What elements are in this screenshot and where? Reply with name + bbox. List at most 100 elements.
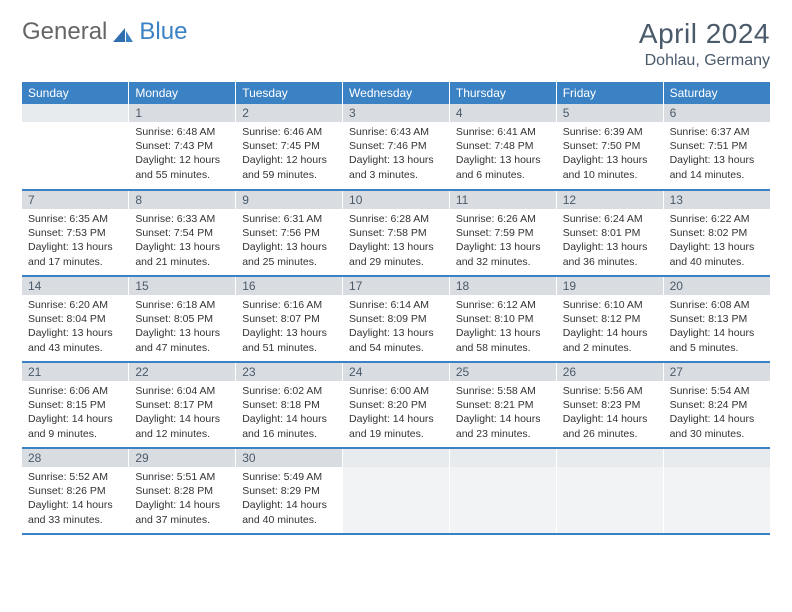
day-body: Sunrise: 6:33 AMSunset: 7:54 PMDaylight:… (129, 209, 235, 273)
sunrise-text: Sunrise: 6:41 AM (456, 125, 550, 139)
day-body: Sunrise: 6:04 AMSunset: 8:17 PMDaylight:… (129, 381, 235, 445)
day-number: 27 (664, 363, 770, 381)
calendar-cell: 29Sunrise: 5:51 AMSunset: 8:28 PMDayligh… (129, 448, 236, 534)
day-number: 18 (450, 277, 556, 295)
sunset-text: Sunset: 8:17 PM (135, 398, 229, 412)
calendar-cell (22, 104, 129, 190)
sunrise-text: Sunrise: 6:33 AM (135, 212, 229, 226)
calendar-week: 7Sunrise: 6:35 AMSunset: 7:53 PMDaylight… (22, 190, 770, 276)
day-body: Sunrise: 6:06 AMSunset: 8:15 PMDaylight:… (22, 381, 128, 445)
location-label: Dohlau, Germany (639, 52, 770, 70)
day-body: Sunrise: 6:20 AMSunset: 8:04 PMDaylight:… (22, 295, 128, 359)
sunset-text: Sunset: 7:45 PM (242, 139, 336, 153)
day-number: 17 (343, 277, 449, 295)
sunset-text: Sunset: 8:07 PM (242, 312, 336, 326)
sunset-text: Sunset: 7:56 PM (242, 226, 336, 240)
day-body: Sunrise: 6:39 AMSunset: 7:50 PMDaylight:… (557, 122, 663, 186)
sunrise-text: Sunrise: 6:10 AM (563, 298, 657, 312)
day-body: Sunrise: 6:37 AMSunset: 7:51 PMDaylight:… (664, 122, 770, 186)
sunset-text: Sunset: 8:20 PM (349, 398, 443, 412)
daylight-text: Daylight: 13 hours and 10 minutes. (563, 153, 657, 181)
sunrise-text: Sunrise: 6:08 AM (670, 298, 764, 312)
day-number (450, 449, 556, 467)
day-number: 6 (664, 104, 770, 122)
calendar-cell: 22Sunrise: 6:04 AMSunset: 8:17 PMDayligh… (129, 362, 236, 448)
sunset-text: Sunset: 8:12 PM (563, 312, 657, 326)
sunset-text: Sunset: 8:10 PM (456, 312, 550, 326)
daylight-text: Daylight: 13 hours and 21 minutes. (135, 240, 229, 268)
day-number: 16 (236, 277, 342, 295)
day-body: Sunrise: 6:14 AMSunset: 8:09 PMDaylight:… (343, 295, 449, 359)
daylight-text: Daylight: 13 hours and 25 minutes. (242, 240, 336, 268)
daylight-text: Daylight: 14 hours and 26 minutes. (563, 412, 657, 440)
sunset-text: Sunset: 8:01 PM (563, 226, 657, 240)
day-number: 4 (450, 104, 556, 122)
calendar-cell: 14Sunrise: 6:20 AMSunset: 8:04 PMDayligh… (22, 276, 129, 362)
sunset-text: Sunset: 8:05 PM (135, 312, 229, 326)
brand-part2: Blue (139, 18, 187, 46)
day-number: 23 (236, 363, 342, 381)
sunset-text: Sunset: 7:50 PM (563, 139, 657, 153)
daylight-text: Daylight: 13 hours and 14 minutes. (670, 153, 764, 181)
sunrise-text: Sunrise: 6:28 AM (349, 212, 443, 226)
daylight-text: Daylight: 14 hours and 37 minutes. (135, 498, 229, 526)
day-number: 11 (450, 191, 556, 209)
calendar-cell: 26Sunrise: 5:56 AMSunset: 8:23 PMDayligh… (556, 362, 663, 448)
day-number (557, 449, 663, 467)
calendar-cell: 18Sunrise: 6:12 AMSunset: 8:10 PMDayligh… (449, 276, 556, 362)
day-body: Sunrise: 6:46 AMSunset: 7:45 PMDaylight:… (236, 122, 342, 186)
calendar-cell: 16Sunrise: 6:16 AMSunset: 8:07 PMDayligh… (236, 276, 343, 362)
sunset-text: Sunset: 8:02 PM (670, 226, 764, 240)
day-body: Sunrise: 6:24 AMSunset: 8:01 PMDaylight:… (557, 209, 663, 273)
calendar-week: 28Sunrise: 5:52 AMSunset: 8:26 PMDayligh… (22, 448, 770, 534)
sunrise-text: Sunrise: 6:06 AM (28, 384, 122, 398)
daylight-text: Daylight: 13 hours and 3 minutes. (349, 153, 443, 181)
sunset-text: Sunset: 8:13 PM (670, 312, 764, 326)
day-number: 12 (557, 191, 663, 209)
sunrise-text: Sunrise: 5:58 AM (456, 384, 550, 398)
daylight-text: Daylight: 13 hours and 51 minutes. (242, 326, 336, 354)
daylight-text: Daylight: 14 hours and 12 minutes. (135, 412, 229, 440)
daylight-text: Daylight: 14 hours and 9 minutes. (28, 412, 122, 440)
calendar-cell: 7Sunrise: 6:35 AMSunset: 7:53 PMDaylight… (22, 190, 129, 276)
calendar-cell: 10Sunrise: 6:28 AMSunset: 7:58 PMDayligh… (343, 190, 450, 276)
brand-part1: General (22, 18, 107, 46)
sunrise-text: Sunrise: 6:46 AM (242, 125, 336, 139)
calendar-cell (343, 448, 450, 534)
sunrise-text: Sunrise: 6:14 AM (349, 298, 443, 312)
sunrise-text: Sunrise: 6:18 AM (135, 298, 229, 312)
sunrise-text: Sunrise: 6:12 AM (456, 298, 550, 312)
weekday-header: Monday (129, 82, 236, 104)
sunset-text: Sunset: 8:18 PM (242, 398, 336, 412)
sunrise-text: Sunrise: 5:52 AM (28, 470, 122, 484)
daylight-text: Daylight: 12 hours and 59 minutes. (242, 153, 336, 181)
day-number: 19 (557, 277, 663, 295)
weekday-header: Sunday (22, 82, 129, 104)
sunset-text: Sunset: 8:26 PM (28, 484, 122, 498)
day-number: 24 (343, 363, 449, 381)
day-body: Sunrise: 6:48 AMSunset: 7:43 PMDaylight:… (129, 122, 235, 186)
calendar-cell: 11Sunrise: 6:26 AMSunset: 7:59 PMDayligh… (449, 190, 556, 276)
daylight-text: Daylight: 14 hours and 5 minutes. (670, 326, 764, 354)
weekday-header: Thursday (449, 82, 556, 104)
sunrise-text: Sunrise: 5:51 AM (135, 470, 229, 484)
day-body: Sunrise: 6:35 AMSunset: 7:53 PMDaylight:… (22, 209, 128, 273)
calendar-cell (663, 448, 770, 534)
daylight-text: Daylight: 14 hours and 30 minutes. (670, 412, 764, 440)
day-body: Sunrise: 6:08 AMSunset: 8:13 PMDaylight:… (664, 295, 770, 359)
sunset-text: Sunset: 8:28 PM (135, 484, 229, 498)
sunset-text: Sunset: 7:59 PM (456, 226, 550, 240)
day-body: Sunrise: 6:00 AMSunset: 8:20 PMDaylight:… (343, 381, 449, 445)
calendar-cell: 25Sunrise: 5:58 AMSunset: 8:21 PMDayligh… (449, 362, 556, 448)
day-number: 10 (343, 191, 449, 209)
day-number (22, 104, 128, 122)
sunset-text: Sunset: 8:23 PM (563, 398, 657, 412)
sail-icon (111, 23, 135, 41)
sunset-text: Sunset: 7:48 PM (456, 139, 550, 153)
sunrise-text: Sunrise: 6:35 AM (28, 212, 122, 226)
calendar-head: SundayMondayTuesdayWednesdayThursdayFrid… (22, 82, 770, 104)
weekday-header: Friday (556, 82, 663, 104)
daylight-text: Daylight: 12 hours and 55 minutes. (135, 153, 229, 181)
day-number: 26 (557, 363, 663, 381)
title-block: April 2024 Dohlau, Germany (639, 18, 770, 70)
